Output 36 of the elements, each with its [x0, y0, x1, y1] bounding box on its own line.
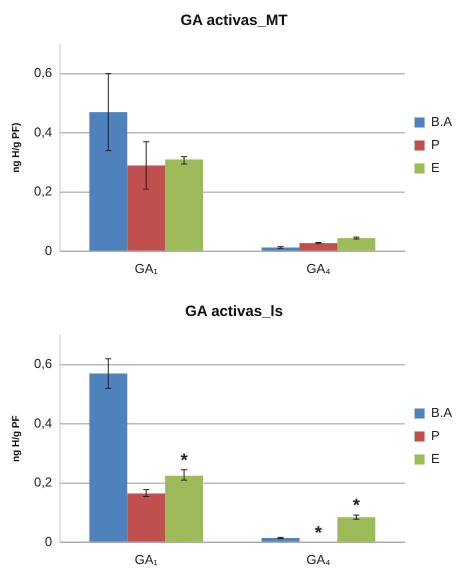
bar [127, 165, 166, 251]
x-tick-label: GA₄ [306, 552, 330, 567]
annotation: * [180, 450, 188, 470]
bar [262, 248, 300, 251]
bar [127, 494, 166, 542]
x-tick-label: GA₄ [306, 260, 330, 276]
bar [165, 476, 204, 542]
bar [262, 538, 300, 542]
bar [89, 112, 128, 251]
legend-label: B.A [431, 114, 452, 130]
bar [165, 160, 204, 251]
y-axis-title: ng H/g PF [10, 415, 22, 462]
y-tick-label: 0 [44, 242, 52, 258]
legend-label: P [431, 428, 440, 444]
bar [337, 517, 376, 542]
legend-label: E [431, 160, 440, 176]
chart-title: GA activas_MT [180, 12, 288, 30]
bar [89, 374, 128, 542]
y-axis-title: ng H/g PF) [10, 122, 22, 173]
x-tick-label: GA₁ [134, 260, 158, 276]
legend-label: P [431, 137, 440, 152]
bar [337, 238, 376, 251]
y-tick-label: 0,6 [34, 356, 52, 372]
y-tick-label: 0,6 [34, 65, 52, 80]
bar [299, 243, 338, 251]
x-tick-label: GA₁ [134, 552, 158, 567]
y-tick-label: 0,2 [34, 184, 52, 199]
y-tick-label: 0 [44, 534, 52, 549]
y-tick-label: 0,2 [34, 474, 52, 490]
y-tick-label: 0,4 [34, 124, 52, 140]
annotation: * [352, 495, 360, 516]
legend-label: E [431, 451, 440, 466]
chart-title: GA activas_ls [185, 303, 283, 320]
annotation: * [314, 522, 322, 542]
legend-label: B.A [431, 405, 452, 420]
y-tick-label: 0,4 [34, 415, 52, 430]
